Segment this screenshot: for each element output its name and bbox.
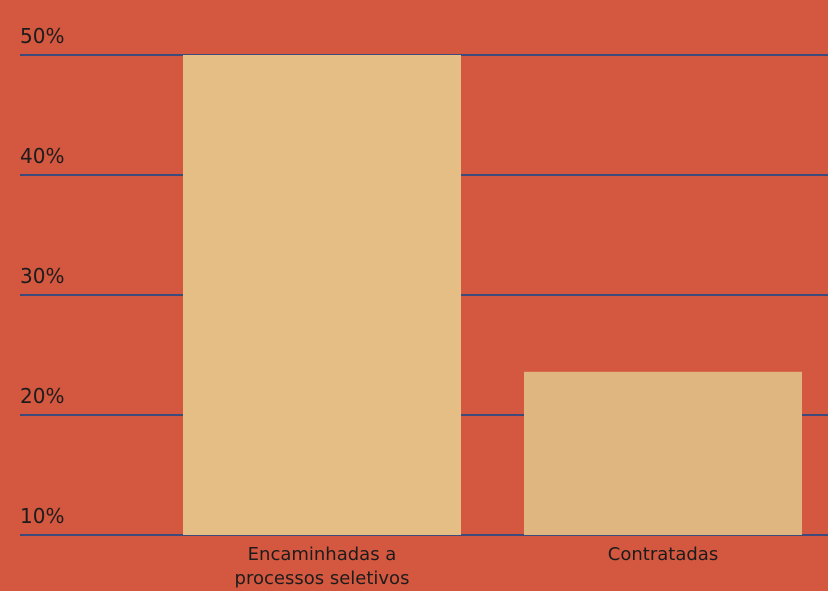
y-tick-label: 50% [20, 24, 64, 48]
bar [183, 55, 461, 535]
y-tick-label: 20% [20, 384, 64, 408]
y-tick-label: 40% [20, 144, 64, 168]
bar [524, 371, 802, 535]
x-tick-label: Contratadas [607, 544, 719, 565]
y-tick-label: 10% [20, 504, 64, 528]
x-tick-label: Encaminhadas a processos seletivos [234, 544, 410, 589]
y-tick-label: 30% [20, 264, 64, 288]
